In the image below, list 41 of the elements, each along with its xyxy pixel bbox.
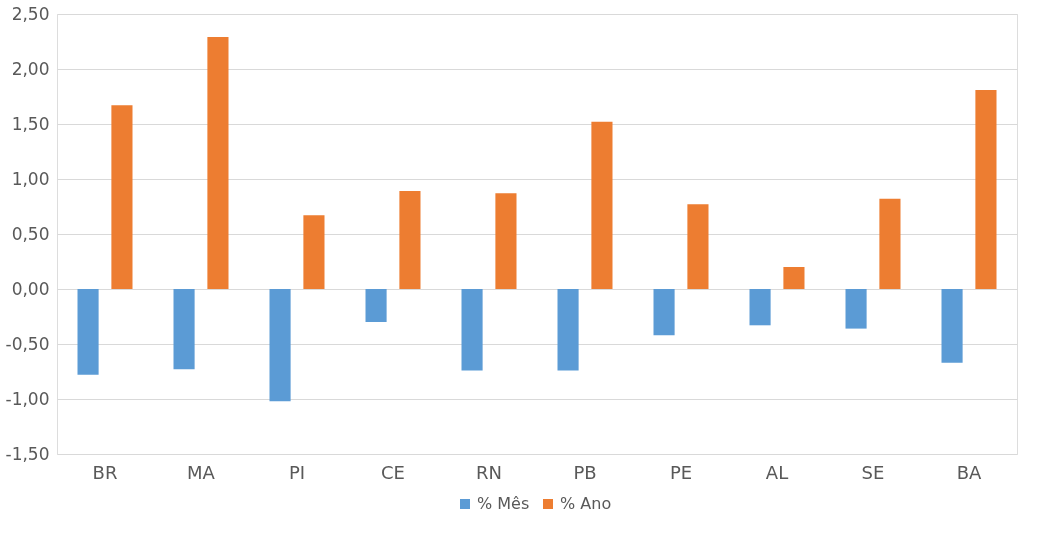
x-tick-label: PB xyxy=(573,461,597,483)
bar xyxy=(111,105,133,289)
bar xyxy=(653,289,675,336)
y-tick-label: 0,50 xyxy=(11,223,50,244)
bar xyxy=(975,89,997,289)
bar xyxy=(687,204,709,289)
bar xyxy=(303,215,325,289)
bar xyxy=(399,191,421,289)
x-tick-label: PE xyxy=(669,461,693,483)
x-tick-label: BR xyxy=(92,461,118,483)
y-tick-label: 2,50 xyxy=(11,3,50,24)
y-tick-label: -1,50 xyxy=(5,443,50,464)
y-tick-label: 1,50 xyxy=(11,113,50,134)
x-tick-label: SE xyxy=(861,461,885,483)
y-tick-label: -1,00 xyxy=(5,388,50,409)
y-tick-label: 2,00 xyxy=(11,58,50,79)
x-tick-label: MA xyxy=(187,461,216,483)
x-tick-label: PI xyxy=(288,461,306,483)
x-tick-label: BA xyxy=(956,461,983,483)
y-tick-label: 0,00 xyxy=(11,278,50,299)
x-tick-label: CE xyxy=(381,461,405,483)
bar xyxy=(173,289,195,370)
y-tick-label: 1,00 xyxy=(11,168,50,189)
bar xyxy=(591,121,613,289)
bar xyxy=(783,267,805,289)
bar xyxy=(557,289,579,371)
bar xyxy=(207,37,229,289)
x-tick-label: RN xyxy=(476,461,502,483)
bar xyxy=(879,198,901,289)
bar xyxy=(749,289,771,326)
x-tick-label: AL xyxy=(765,461,789,483)
bar xyxy=(845,289,867,329)
bar xyxy=(495,193,517,289)
bar xyxy=(941,289,963,363)
bar xyxy=(365,289,387,322)
y-tick-label: -0,50 xyxy=(5,333,50,354)
bar xyxy=(461,289,483,371)
bar xyxy=(269,289,291,402)
bar xyxy=(77,289,99,375)
legend-label: % Mês xyxy=(477,494,530,513)
legend-label: % Ano xyxy=(560,494,612,513)
